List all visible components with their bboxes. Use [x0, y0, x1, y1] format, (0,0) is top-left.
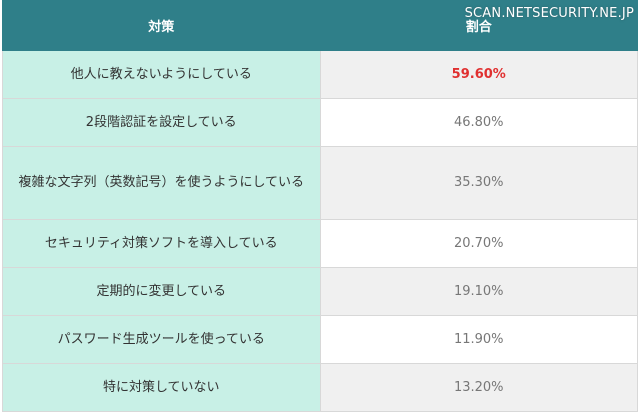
ratio-cell: 20.70% — [319, 219, 638, 268]
ratio-cell: 19.10% — [319, 267, 638, 316]
measure-cell: セキュリティ対策ソフトを導入している — [2, 219, 321, 268]
table-row: 定期的に変更している 19.10% — [2, 267, 638, 316]
watermark: SCAN.NETSECURITY.NE.JP — [464, 6, 634, 21]
measure-cell: パスワード生成ツールを使っている — [2, 315, 321, 364]
header-row: 対策 割合 — [2, 0, 638, 51]
ratio-cell: 59.60% — [319, 50, 638, 99]
measure-cell: 他人に教えないようにしている — [2, 50, 321, 99]
table-row: 複雑な文字列（英数記号）を使うようにしている 35.30% — [2, 146, 638, 220]
ratio-cell: 35.30% — [319, 146, 638, 220]
header-cell: 割合 — [319, 0, 638, 51]
ratio-cell: 13.20% — [319, 363, 638, 412]
ratio-cell: 11.90% — [319, 315, 638, 364]
table-row: 特に対策していない 13.20% — [2, 363, 638, 412]
header-cell: 対策 — [2, 0, 321, 51]
table-body: 他人に教えないようにしている 59.60% 2段階認証を設定している 46.80% 複雑… — [2, 50, 638, 412]
measure-cell: 複雑な文字列（英数記号）を使うようにしている — [2, 146, 321, 220]
table-row: 他人に教えないようにしている 59.60% — [2, 50, 638, 99]
table-row: セキュリティ対策ソフトを導入している 20.70% — [2, 219, 638, 268]
measure-cell: 2段階認証を設定している — [2, 98, 321, 147]
measure-cell: 定期的に変更している — [2, 267, 321, 316]
table-row: パスワード生成ツールを使っている 11.90% — [2, 315, 638, 364]
ratio-cell: 46.80% — [319, 98, 638, 147]
table-row: 2段階認証を設定している 46.80% — [2, 98, 638, 147]
measure-cell: 特に対策していない — [2, 363, 321, 412]
